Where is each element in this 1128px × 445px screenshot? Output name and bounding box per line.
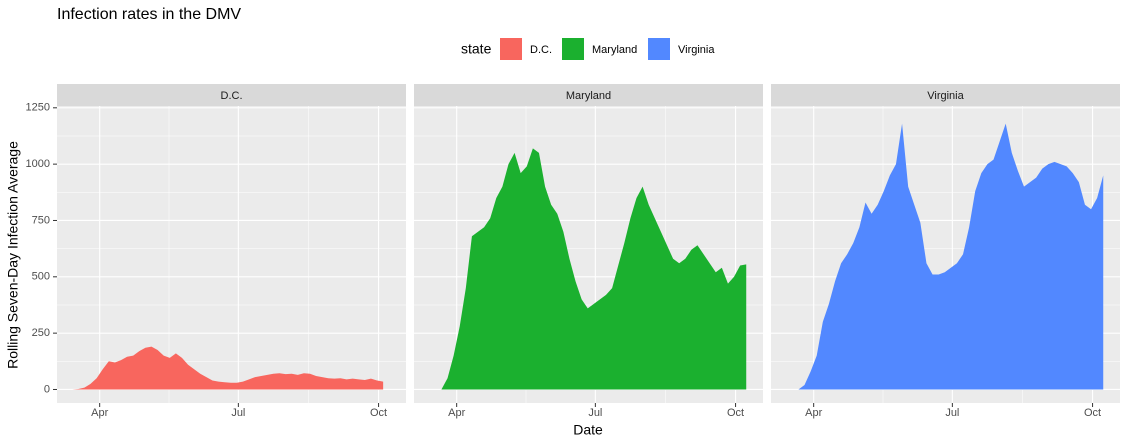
y-tick-label: 250 (32, 327, 50, 339)
legend-label: Virginia (678, 44, 715, 56)
legend-title: state (461, 41, 492, 57)
area (798, 123, 1104, 390)
x-tick-label: Jul (588, 407, 602, 419)
y-axis-label: Rolling Seven-Day Infection Average (5, 141, 21, 369)
x-tick-label: Oct (370, 407, 387, 419)
x-tick-label: Jul (945, 407, 959, 419)
panel (57, 106, 406, 403)
legend-key (562, 38, 584, 60)
legend-key (500, 38, 522, 60)
y-tick-label: 500 (32, 271, 50, 283)
area (441, 148, 747, 390)
x-tick-label: Apr (448, 407, 465, 419)
y-tick-label: 750 (32, 214, 50, 226)
x-tick-label: Apr (91, 407, 108, 419)
legend-key (648, 38, 670, 60)
x-axis-label: Date (573, 422, 603, 438)
strip (771, 84, 1120, 106)
y-tick-label: 1250 (26, 102, 50, 114)
x-tick-label: Oct (727, 407, 744, 419)
strip (57, 84, 406, 106)
strip-label: D.C. (221, 90, 243, 102)
y-tick-label: 1000 (26, 158, 50, 170)
strip-label: Maryland (566, 90, 611, 102)
x-tick-label: Apr (805, 407, 822, 419)
strip (414, 84, 763, 106)
y-tick-label: 0 (44, 383, 50, 395)
area (72, 346, 384, 390)
x-tick-label: Oct (1084, 407, 1101, 419)
legend-label: Maryland (592, 44, 637, 56)
chart-title: Infection rates in the DMV (57, 6, 241, 23)
strip-label: Virginia (927, 90, 964, 102)
x-tick-label: Jul (231, 407, 245, 419)
legend-label: D.C. (530, 44, 552, 56)
